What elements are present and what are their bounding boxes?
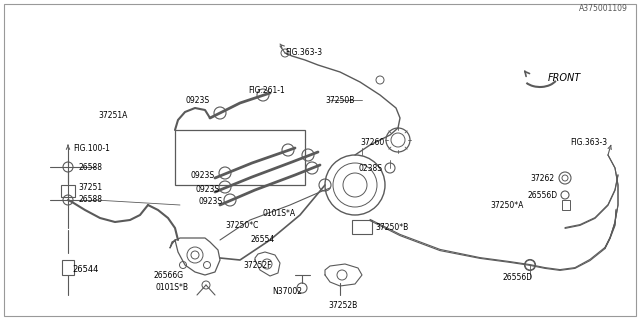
Bar xyxy=(61,185,75,197)
Text: 0101S*B: 0101S*B xyxy=(155,284,188,292)
Text: 0923S: 0923S xyxy=(185,95,209,105)
Circle shape xyxy=(302,149,314,161)
Text: 37250*B: 37250*B xyxy=(375,223,408,233)
Text: 37250*A: 37250*A xyxy=(490,201,524,210)
Circle shape xyxy=(214,107,226,119)
Text: 26556D: 26556D xyxy=(528,191,558,201)
Circle shape xyxy=(224,194,236,206)
Text: 37250B: 37250B xyxy=(325,95,355,105)
Text: 37260: 37260 xyxy=(360,138,384,147)
Text: 26588: 26588 xyxy=(78,196,102,204)
Text: N37002: N37002 xyxy=(272,286,302,295)
Bar xyxy=(352,220,372,234)
Circle shape xyxy=(219,181,231,193)
Text: 37251: 37251 xyxy=(78,182,102,191)
Text: 0238S: 0238S xyxy=(358,164,382,172)
Text: 26554: 26554 xyxy=(250,236,275,244)
Circle shape xyxy=(257,89,269,101)
Bar xyxy=(562,200,570,210)
Text: 37251A: 37251A xyxy=(99,110,128,119)
Text: 26556D: 26556D xyxy=(502,274,532,283)
Circle shape xyxy=(219,167,231,179)
Text: FIG.363-3: FIG.363-3 xyxy=(285,47,322,57)
Text: 0101S*A: 0101S*A xyxy=(262,209,295,218)
Text: 37262: 37262 xyxy=(530,173,554,182)
Text: 26588: 26588 xyxy=(78,163,102,172)
Text: 0923S: 0923S xyxy=(190,171,214,180)
Bar xyxy=(175,130,305,185)
Text: A375001109: A375001109 xyxy=(579,4,628,12)
Text: 26566G: 26566G xyxy=(153,270,183,279)
Bar xyxy=(62,260,74,275)
Text: FIG.363-3: FIG.363-3 xyxy=(570,138,607,147)
Text: 0923S: 0923S xyxy=(195,185,219,194)
Text: 37250*C: 37250*C xyxy=(225,220,259,229)
Circle shape xyxy=(282,144,294,156)
Text: 26544: 26544 xyxy=(72,266,99,275)
Text: FIG.100-1: FIG.100-1 xyxy=(73,143,110,153)
Circle shape xyxy=(306,162,318,174)
Text: FRONT: FRONT xyxy=(548,73,581,83)
Text: 37252F: 37252F xyxy=(243,260,271,269)
Text: 37252B: 37252B xyxy=(328,300,357,309)
Text: 0923S: 0923S xyxy=(198,197,222,206)
Text: FIG.261-1: FIG.261-1 xyxy=(248,85,285,94)
